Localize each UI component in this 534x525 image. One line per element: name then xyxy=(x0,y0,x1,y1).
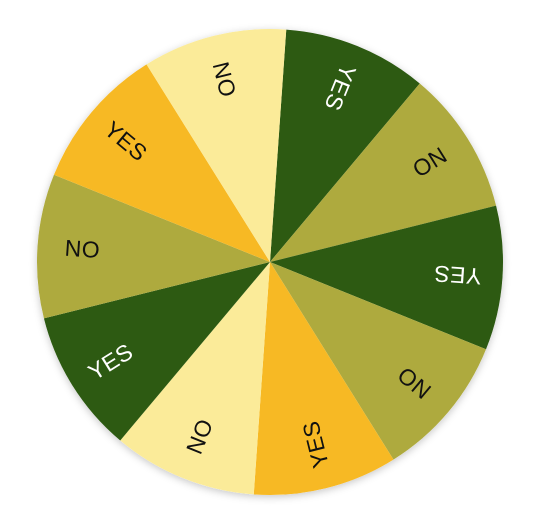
wheel-segment-8 xyxy=(37,174,271,319)
wheel-segment-7 xyxy=(43,262,270,441)
wheel-segment-2 xyxy=(270,83,497,262)
wheel-segment-5 xyxy=(253,262,394,495)
wheel-segment-label-3: YES xyxy=(433,260,482,289)
wheel-segment-1 xyxy=(270,29,420,262)
wheel-segments xyxy=(37,29,503,495)
wheel-segment-9 xyxy=(53,64,270,263)
wheel-segment-10 xyxy=(146,29,287,263)
wheel-segment-4 xyxy=(270,262,487,460)
wheel-segment-label-8: NO xyxy=(64,235,101,263)
wheel-segment-6 xyxy=(120,262,270,495)
wheel-segment-3 xyxy=(270,205,503,350)
